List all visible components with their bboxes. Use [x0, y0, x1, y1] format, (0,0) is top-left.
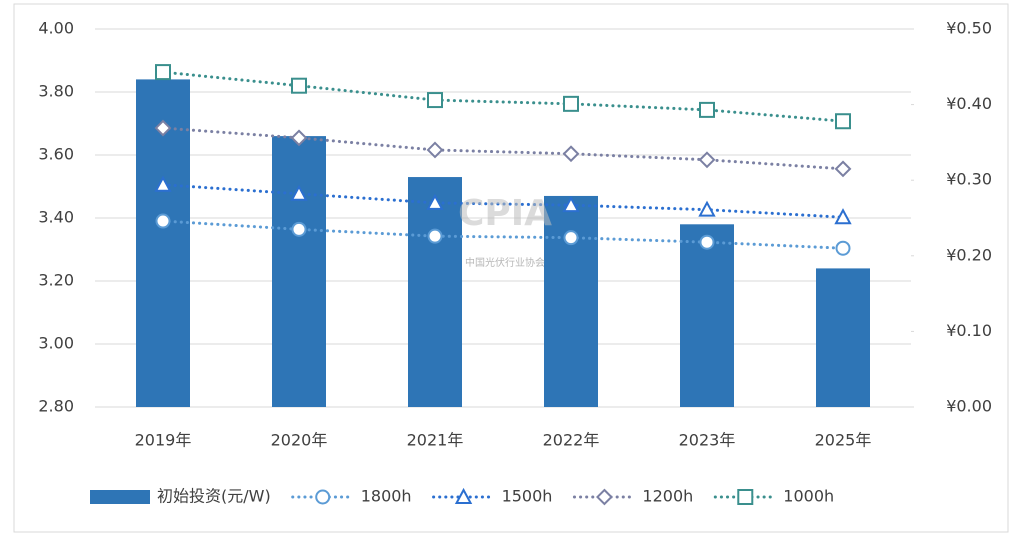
legend-label: 1800h — [361, 487, 412, 506]
legend-marker — [454, 487, 473, 504]
marker — [154, 175, 172, 192]
marker — [291, 221, 307, 237]
watermark: 中国光伏行业协会 — [465, 256, 545, 269]
y-tick-label: 2.80 — [38, 397, 74, 416]
marker — [426, 141, 444, 159]
marker — [426, 193, 444, 210]
marker — [427, 92, 443, 109]
marker — [835, 240, 851, 256]
legend-item: 1200h — [572, 487, 693, 506]
legend-label: 1200h — [642, 487, 693, 506]
y2-tick-label: ¥0.20 — [946, 245, 992, 264]
legend-marker — [596, 488, 613, 506]
y-tick-label: 4.00 — [38, 19, 74, 38]
y2-tick-label: ¥0.50 — [946, 19, 992, 38]
marker — [834, 208, 852, 225]
line — [161, 126, 845, 171]
legend-label: 1500h — [502, 487, 553, 506]
y2-tick-label: ¥0.30 — [946, 170, 992, 189]
marker — [562, 196, 580, 213]
legend-item: 1000h — [713, 487, 834, 506]
y-tick-label: 3.00 — [38, 334, 74, 353]
legend-label: 初始投资(元/W) — [157, 487, 271, 506]
marker — [563, 230, 579, 246]
marker — [155, 64, 171, 81]
y2-tick-label: ¥0.00 — [946, 397, 992, 416]
legend-item: 1800h — [291, 487, 412, 506]
legend-item: 初始投资(元/W) — [90, 487, 271, 506]
x-tick-label: 2022年 — [543, 431, 600, 450]
x-tick-label: 2023年 — [679, 431, 736, 450]
y2-tick-label: ¥0.40 — [946, 94, 992, 113]
bar — [544, 195, 598, 407]
line — [161, 183, 845, 219]
legend-label: 1000h — [783, 487, 834, 506]
marker — [834, 160, 852, 178]
x-tick-label: 2019年 — [135, 431, 192, 450]
legend-marker — [315, 489, 331, 505]
y-tick-label: 3.80 — [38, 82, 74, 101]
legend-item: 1500h — [432, 487, 553, 506]
bar — [272, 136, 326, 407]
marker — [290, 184, 308, 201]
marker — [155, 213, 171, 229]
marker — [698, 151, 716, 169]
y2-tick-label: ¥0.10 — [946, 321, 992, 340]
marker — [154, 119, 172, 137]
y-tick-label: 3.20 — [38, 271, 74, 290]
marker — [562, 145, 580, 163]
watermark: CPIA — [458, 193, 552, 234]
marker — [290, 129, 308, 147]
x-tick-label: 2020年 — [271, 431, 328, 450]
marker — [699, 234, 715, 250]
bar — [680, 224, 734, 407]
line — [161, 219, 845, 250]
y-tick-label: 3.40 — [38, 208, 74, 227]
y-tick-label: 3.60 — [38, 145, 74, 164]
marker — [563, 95, 579, 112]
bar — [816, 268, 870, 407]
marker — [835, 113, 851, 130]
marker — [291, 77, 307, 94]
bar — [408, 177, 462, 407]
x-tick-label: 2021年 — [407, 431, 464, 450]
line — [161, 70, 845, 123]
marker — [699, 101, 715, 118]
x-tick-label: 2025年 — [815, 431, 872, 450]
marker — [698, 200, 716, 217]
marker — [427, 228, 443, 244]
legend-swatch — [90, 490, 150, 504]
legend-marker — [737, 489, 754, 505]
